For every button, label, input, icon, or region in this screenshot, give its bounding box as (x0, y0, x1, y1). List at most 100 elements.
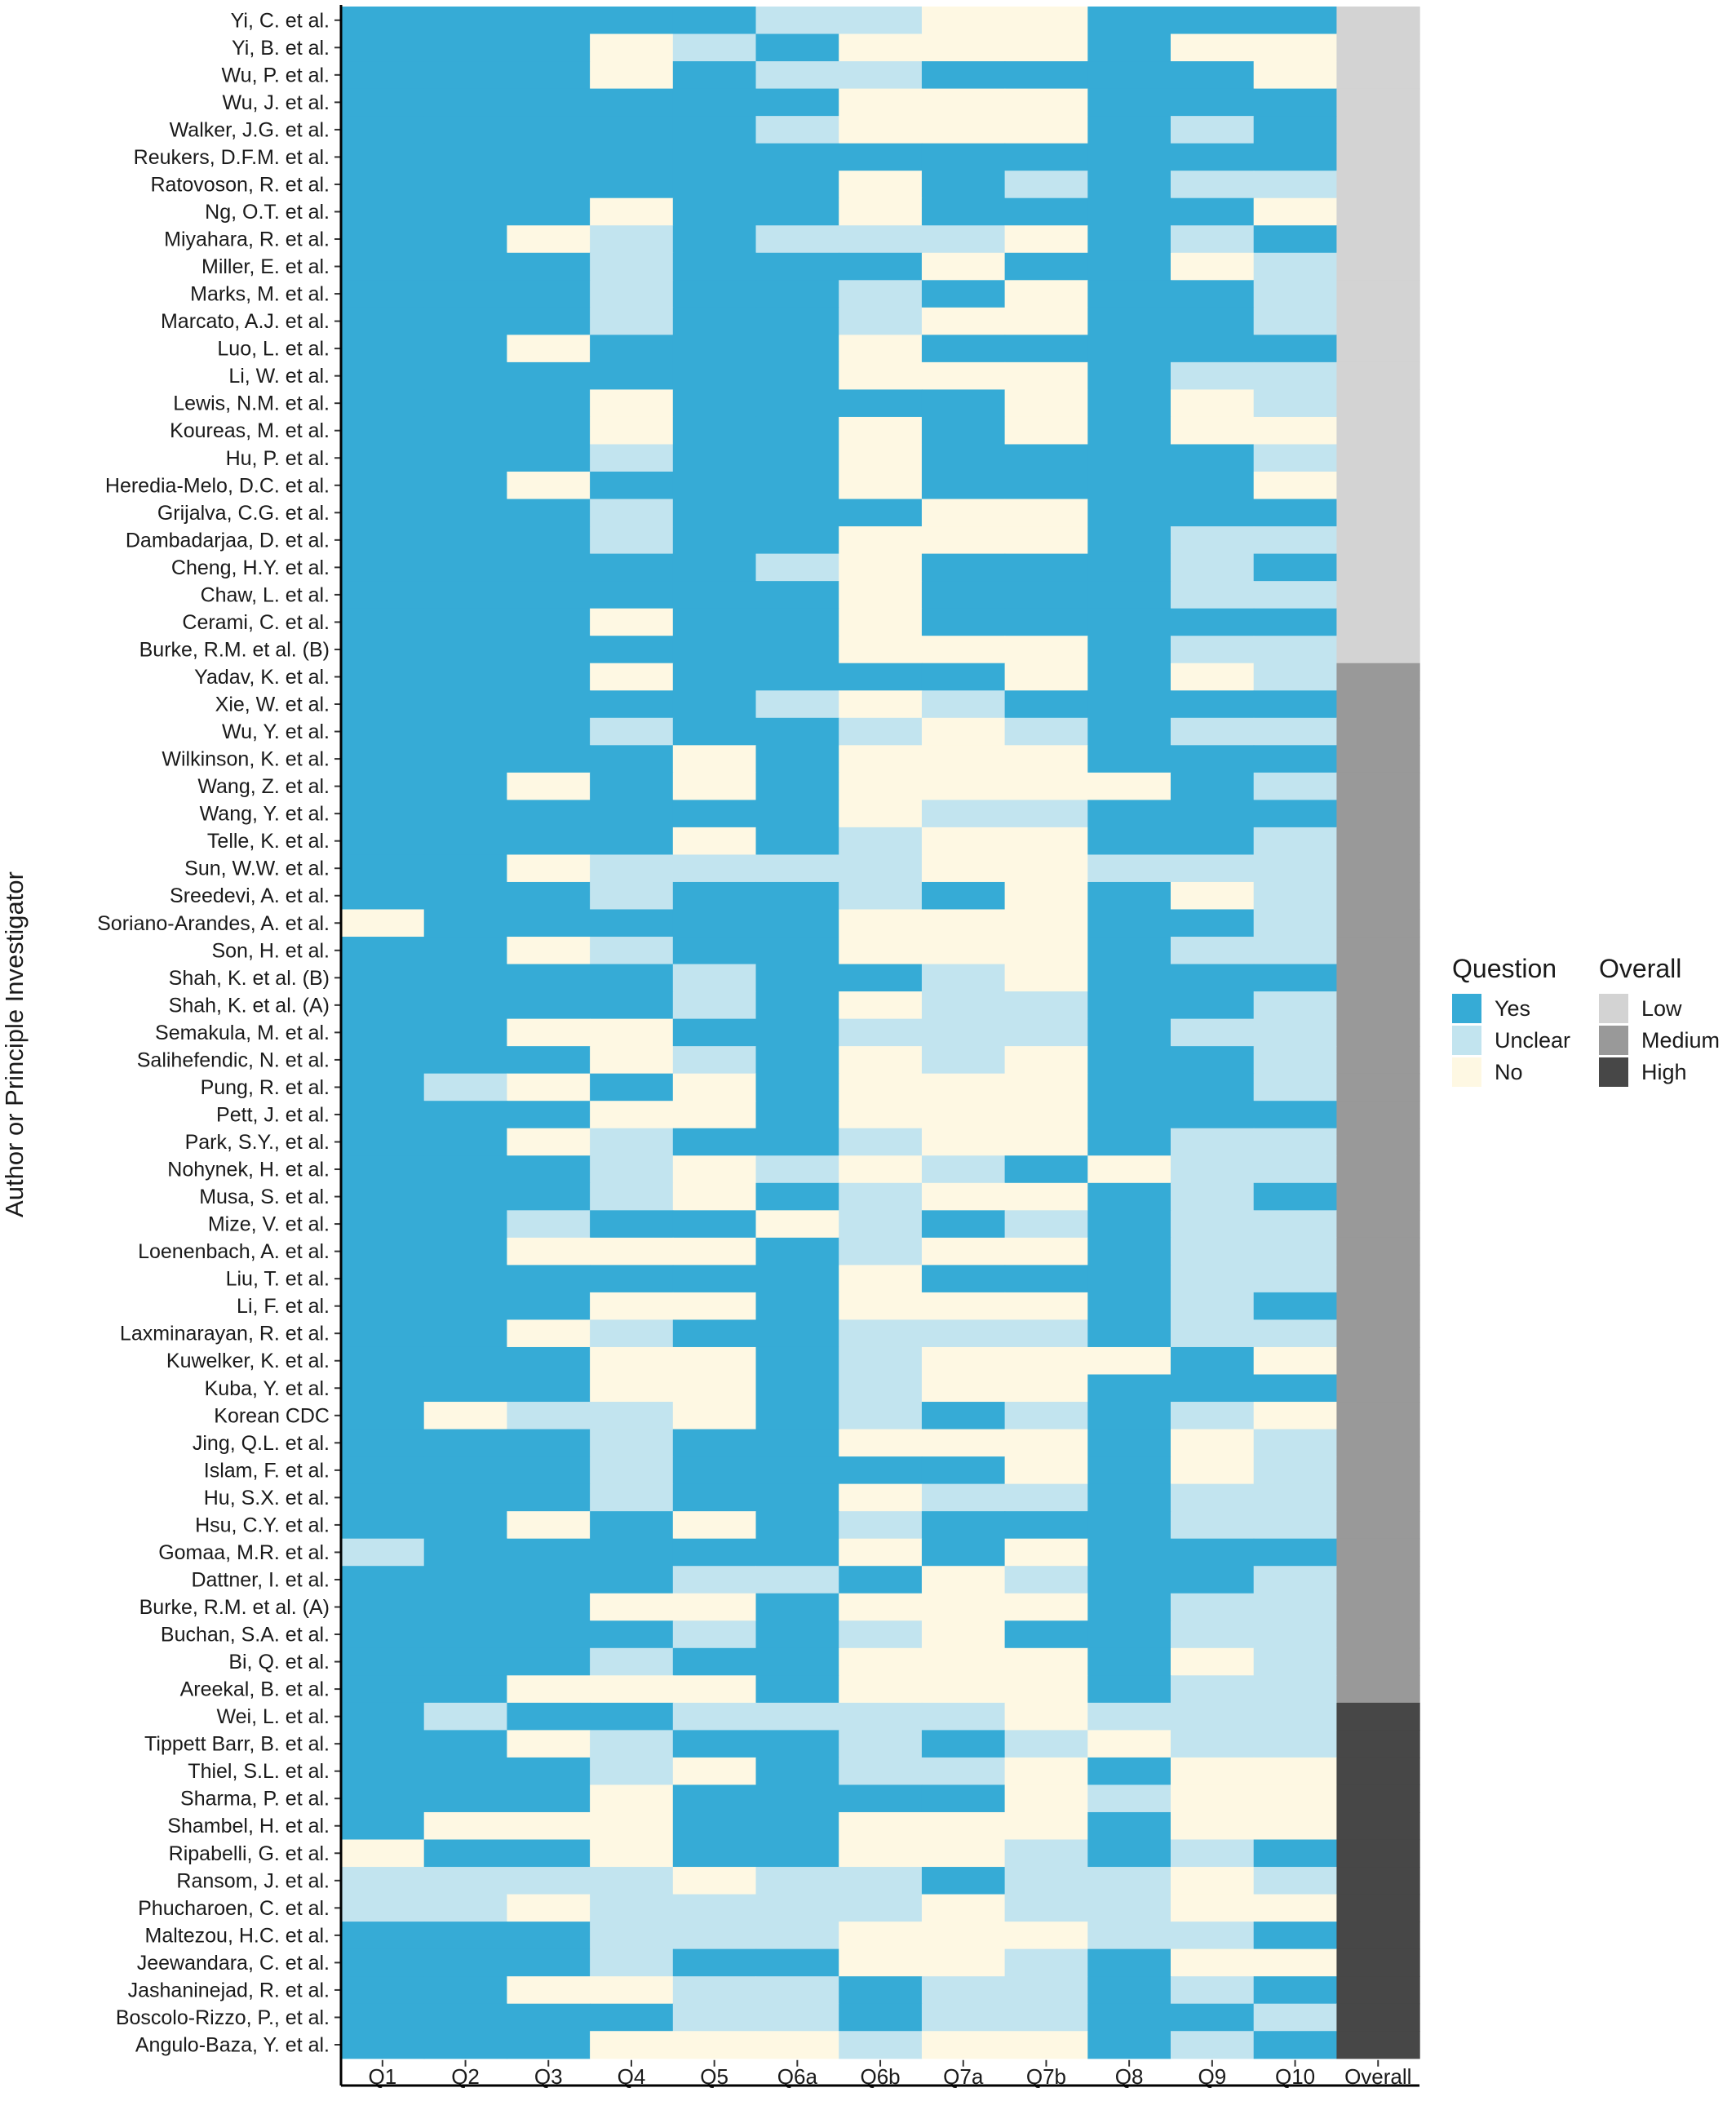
heatmap-cell (839, 116, 923, 144)
row-label: Jing, Q.L. et al. (193, 1432, 330, 1455)
heatmap-cell (1087, 772, 1171, 800)
heatmap-cell (1004, 1402, 1088, 1430)
heatmap-cell (341, 854, 425, 883)
heatmap-cell (590, 854, 674, 883)
heatmap-cell (839, 1811, 923, 1841)
heatmap-cell (921, 1867, 1006, 1895)
heatmap-cell (672, 1429, 757, 1457)
heatmap-cell (423, 1483, 507, 1512)
heatmap-cell (755, 964, 839, 992)
overall-cell (1336, 1456, 1420, 1485)
overall-cell (1336, 854, 1420, 883)
heatmap-cell (341, 116, 425, 144)
heatmap-cell (839, 7, 923, 35)
heatmap-cell (341, 1620, 425, 1649)
heatmap-cell (921, 745, 1006, 774)
heatmap-cell (1253, 937, 1337, 965)
heatmap-cell (341, 690, 425, 719)
row-label: Buchan, S.A. et al. (161, 1624, 330, 1647)
heatmap-cell (921, 335, 1006, 363)
overall-cell (1336, 827, 1420, 856)
heatmap-cell (1253, 909, 1337, 938)
heatmap-cell (1087, 1319, 1171, 1348)
heatmap-cell (672, 1101, 757, 1129)
heatmap-cell (507, 1593, 591, 1621)
heatmap-cell (1171, 444, 1255, 472)
heatmap-cell (755, 116, 839, 144)
heatmap-cell (1087, 581, 1171, 610)
heatmap-cell (755, 225, 839, 254)
heatmap-cell (1087, 1976, 1171, 2005)
overall-cell (1336, 1757, 1420, 1786)
heatmap-cell (1087, 1730, 1171, 1758)
row-label: Miyahara, R. et al. (164, 228, 330, 251)
heatmap-cell (921, 1922, 1006, 1950)
heatmap-cell (590, 717, 674, 746)
heatmap-cell (1004, 1182, 1088, 1211)
overall-cell (1336, 171, 1420, 199)
heatmap-cell (1087, 1811, 1171, 1841)
heatmap-cell (423, 1511, 507, 1540)
heatmap-cell (423, 416, 507, 445)
heatmap-cell (507, 7, 591, 35)
heatmap-cell (672, 472, 757, 500)
heatmap-cell (755, 1319, 839, 1348)
heatmap-cell (921, 1620, 1006, 1649)
row-label: Semakula, M. et al. (155, 1022, 330, 1044)
heatmap-cell (590, 827, 674, 856)
heatmap-cell (1253, 1319, 1337, 1348)
heatmap-cell (423, 1566, 507, 1594)
heatmap-cell (590, 1894, 674, 1922)
heatmap-cell (341, 663, 425, 691)
heatmap-cell (590, 1210, 674, 1239)
row-label: Areekal, B. et al. (180, 1678, 330, 1701)
heatmap-cell (921, 1292, 1006, 1321)
heatmap-cell (839, 1046, 923, 1075)
heatmap-cell (1087, 1566, 1171, 1594)
heatmap-cell (1253, 225, 1337, 254)
heatmap-cell (423, 1182, 507, 1211)
heatmap-cell (1087, 1265, 1171, 1293)
heatmap-cell (1171, 1155, 1255, 1184)
row-label: Yi, C. et al. (231, 9, 330, 32)
heatmap-cell (341, 1593, 425, 1621)
heatmap-cell (423, 1374, 507, 1403)
heatmap-cell (423, 1620, 507, 1649)
overall-cell (1336, 1429, 1420, 1457)
heatmap-cell (341, 335, 425, 363)
heatmap-cell (1171, 1101, 1255, 1129)
heatmap-cell (1087, 389, 1171, 418)
heatmap-cell (921, 1182, 1006, 1211)
heatmap-cell (839, 1511, 923, 1540)
heatmap-cell (507, 717, 591, 746)
row-label: Loenenbach, A. et al. (138, 1240, 330, 1263)
heatmap-cell (341, 1210, 425, 1239)
heatmap-cell (921, 307, 1006, 335)
heatmap-cell (672, 1319, 757, 1348)
heatmap-cell (1253, 1566, 1337, 1594)
row-label: Sharma, P. et al. (180, 1788, 330, 1811)
heatmap-cell (839, 252, 923, 281)
legend-label: No (1495, 1060, 1523, 1084)
heatmap-cell (1004, 1922, 1088, 1950)
heatmap-cell (1253, 1867, 1337, 1895)
heatmap-cell (755, 1128, 839, 1156)
heatmap-cell (590, 1675, 674, 1704)
heatmap-cell (839, 1647, 923, 1676)
heatmap-cell (423, 1237, 507, 1266)
heatmap-cell (423, 1018, 507, 1047)
heatmap-cell (507, 1647, 591, 1676)
row-label: Grijalva, C.G. et al. (157, 502, 330, 525)
heatmap-cell (1253, 1265, 1337, 1293)
heatmap-cell (341, 1948, 425, 1977)
heatmap-cell (423, 143, 507, 171)
heatmap-cell (672, 1511, 757, 1540)
heatmap-cell (507, 171, 591, 199)
overall-cell (1336, 280, 1420, 308)
heatmap-cell (672, 909, 757, 938)
heatmap-cell (1253, 1155, 1337, 1184)
heatmap-cell (1253, 1483, 1337, 1512)
heatmap-cell (1004, 800, 1088, 828)
row-label: Maltezou, H.C. et al. (145, 1924, 330, 1947)
heatmap-cell (507, 1374, 591, 1403)
